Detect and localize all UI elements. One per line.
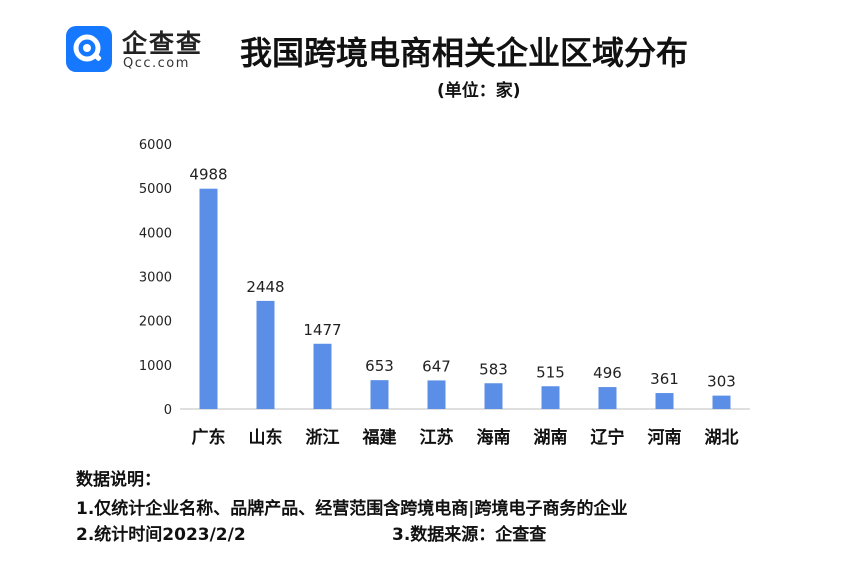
data-label: 496 [593,364,622,382]
x-tick-label: 湖北 [705,428,739,448]
x-tick-label: 海南 [477,427,511,448]
bar-广东 [199,188,218,409]
data-label: 515 [536,363,565,381]
x-tick-label: 辽宁 [591,427,625,448]
bar-福建 [370,380,389,409]
x-tick-label: 湖南 [534,427,568,448]
bar-海南 [484,383,503,409]
brand-logo: 企查查 Qcc.com [66,24,226,76]
bar-江苏 [427,380,446,409]
bar-湖南 [541,386,560,409]
data-label: 653 [365,357,394,375]
y-tick-label: 5000 [139,182,172,197]
bar-河南 [655,393,674,409]
x-tick-label: 河南 [648,427,682,448]
note-scope: 1.仅统计企业名称、品牌产品、经营范围含跨境电商|跨境电子商务的企业 [76,499,628,519]
y-tick-label: 1000 [139,359,172,374]
y-tick-label: 0 [164,403,172,418]
x-tick-label: 浙江 [306,427,340,448]
data-label: 583 [479,360,508,378]
note-date: 2.统计时间2023/2/2 [76,525,246,545]
chart-title: 我国跨境电商相关企业区域分布 [240,34,689,72]
notes-heading: 数据说明： [76,470,161,490]
data-label: 4988 [189,166,227,184]
data-label: 361 [650,370,679,388]
y-tick-label: 2000 [139,315,172,330]
brand-domain: Qcc.com [123,56,190,71]
note-source: 3.数据来源：企查查 [392,525,547,545]
x-tick-label: 山东 [249,427,283,448]
qcc-logo-icon [66,26,112,72]
chart-unit: (单位：家) [437,81,521,101]
data-label: 303 [707,373,736,391]
x-tick-label: 广东 [192,427,226,448]
bar-山东 [256,300,275,409]
data-label: 647 [422,357,451,375]
bar-湖北 [712,395,731,409]
bar-辽宁 [598,387,617,409]
brand-name: 企查查 [122,29,204,58]
y-tick-label: 4000 [139,226,172,241]
data-label: 2448 [246,278,284,296]
y-tick-label: 6000 [139,138,172,153]
bar-浙江 [313,343,332,409]
x-tick-label: 江苏 [420,427,454,448]
y-tick-label: 3000 [139,271,172,286]
data-label: 1477 [303,321,341,339]
x-tick-label: 福建 [362,427,397,448]
